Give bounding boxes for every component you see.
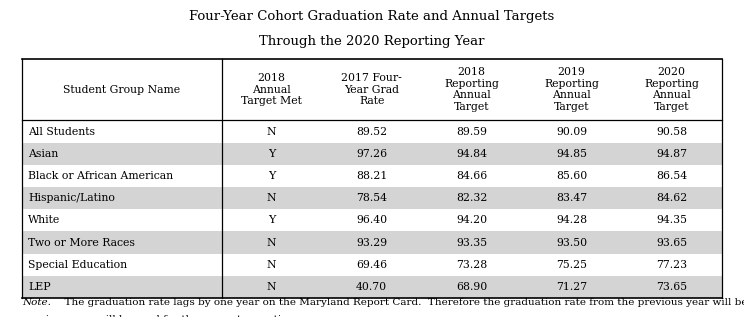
Text: N: N xyxy=(267,282,276,292)
Text: 82.32: 82.32 xyxy=(456,193,487,203)
Text: 2017 Four-
Year Grad
Rate: 2017 Four- Year Grad Rate xyxy=(341,73,402,106)
Text: 94.84: 94.84 xyxy=(456,149,487,159)
Text: 90.09: 90.09 xyxy=(556,126,587,137)
Text: N: N xyxy=(267,193,276,203)
Text: 2018
Annual
Target Met: 2018 Annual Target Met xyxy=(241,73,302,106)
Text: Special Education: Special Education xyxy=(28,260,127,270)
Text: 2019
Reporting
Annual
Target: 2019 Reporting Annual Target xyxy=(544,67,599,112)
Text: LEP: LEP xyxy=(28,282,51,292)
Text: 77.23: 77.23 xyxy=(656,260,687,270)
Text: 88.21: 88.21 xyxy=(356,171,388,181)
Text: White: White xyxy=(28,215,60,225)
Text: 89.59: 89.59 xyxy=(456,126,487,137)
Text: Black or African American: Black or African American xyxy=(28,171,173,181)
Text: 40.70: 40.70 xyxy=(356,282,387,292)
Text: 84.66: 84.66 xyxy=(456,171,487,181)
Text: Two or More Races: Two or More Races xyxy=(28,237,135,248)
Text: Y: Y xyxy=(268,149,275,159)
Text: 94.28: 94.28 xyxy=(556,215,587,225)
Text: 89.52: 89.52 xyxy=(356,126,387,137)
Text: 71.27: 71.27 xyxy=(556,282,587,292)
Text: 94.20: 94.20 xyxy=(456,215,487,225)
Text: N: N xyxy=(267,260,276,270)
Bar xyxy=(22,231,722,254)
Text: Through the 2020 Reporting Year: Through the 2020 Reporting Year xyxy=(259,35,485,48)
Text: 86.54: 86.54 xyxy=(656,171,687,181)
Text: 93.35: 93.35 xyxy=(456,237,487,248)
Bar xyxy=(22,276,722,298)
Text: 93.50: 93.50 xyxy=(556,237,587,248)
Text: 75.25: 75.25 xyxy=(557,260,587,270)
Text: 78.54: 78.54 xyxy=(356,193,387,203)
Text: 96.40: 96.40 xyxy=(356,215,387,225)
Text: 73.28: 73.28 xyxy=(456,260,487,270)
Text: 68.90: 68.90 xyxy=(456,282,487,292)
Text: 93.65: 93.65 xyxy=(656,237,687,248)
Text: Asian: Asian xyxy=(28,149,59,159)
Text: 2020
Reporting
Annual
Target: 2020 Reporting Annual Target xyxy=(644,67,699,112)
Text: 93.29: 93.29 xyxy=(356,237,387,248)
Text: 97.26: 97.26 xyxy=(356,149,387,159)
Text: 69.46: 69.46 xyxy=(356,260,387,270)
Text: 94.35: 94.35 xyxy=(656,215,687,225)
Text: 94.87: 94.87 xyxy=(656,149,687,159)
Text: The graduation rate lags by one year on the Maryland Report Card.  Therefore the: The graduation rate lags by one year on … xyxy=(58,298,744,307)
Text: 85.60: 85.60 xyxy=(556,171,587,181)
Bar xyxy=(22,143,722,165)
Text: 84.62: 84.62 xyxy=(656,193,687,203)
Text: 83.47: 83.47 xyxy=(556,193,587,203)
Text: All Students: All Students xyxy=(28,126,95,137)
Text: 2018
Reporting
Annual
Target: 2018 Reporting Annual Target xyxy=(444,67,499,112)
Text: Y: Y xyxy=(268,215,275,225)
Text: 90.58: 90.58 xyxy=(656,126,687,137)
Bar xyxy=(22,187,722,209)
Text: Y: Y xyxy=(268,171,275,181)
Text: N: N xyxy=(267,126,276,137)
Text: previous year will be used for the current reporting year.: previous year will be used for the curre… xyxy=(22,315,324,317)
Text: Student Group Name: Student Group Name xyxy=(63,85,181,94)
Text: Hispanic/Latino: Hispanic/Latino xyxy=(28,193,115,203)
Text: 94.85: 94.85 xyxy=(557,149,587,159)
Text: N: N xyxy=(267,237,276,248)
Text: Four-Year Cohort Graduation Rate and Annual Targets: Four-Year Cohort Graduation Rate and Ann… xyxy=(190,10,554,23)
Text: 73.65: 73.65 xyxy=(656,282,687,292)
Text: Note.: Note. xyxy=(22,298,51,307)
